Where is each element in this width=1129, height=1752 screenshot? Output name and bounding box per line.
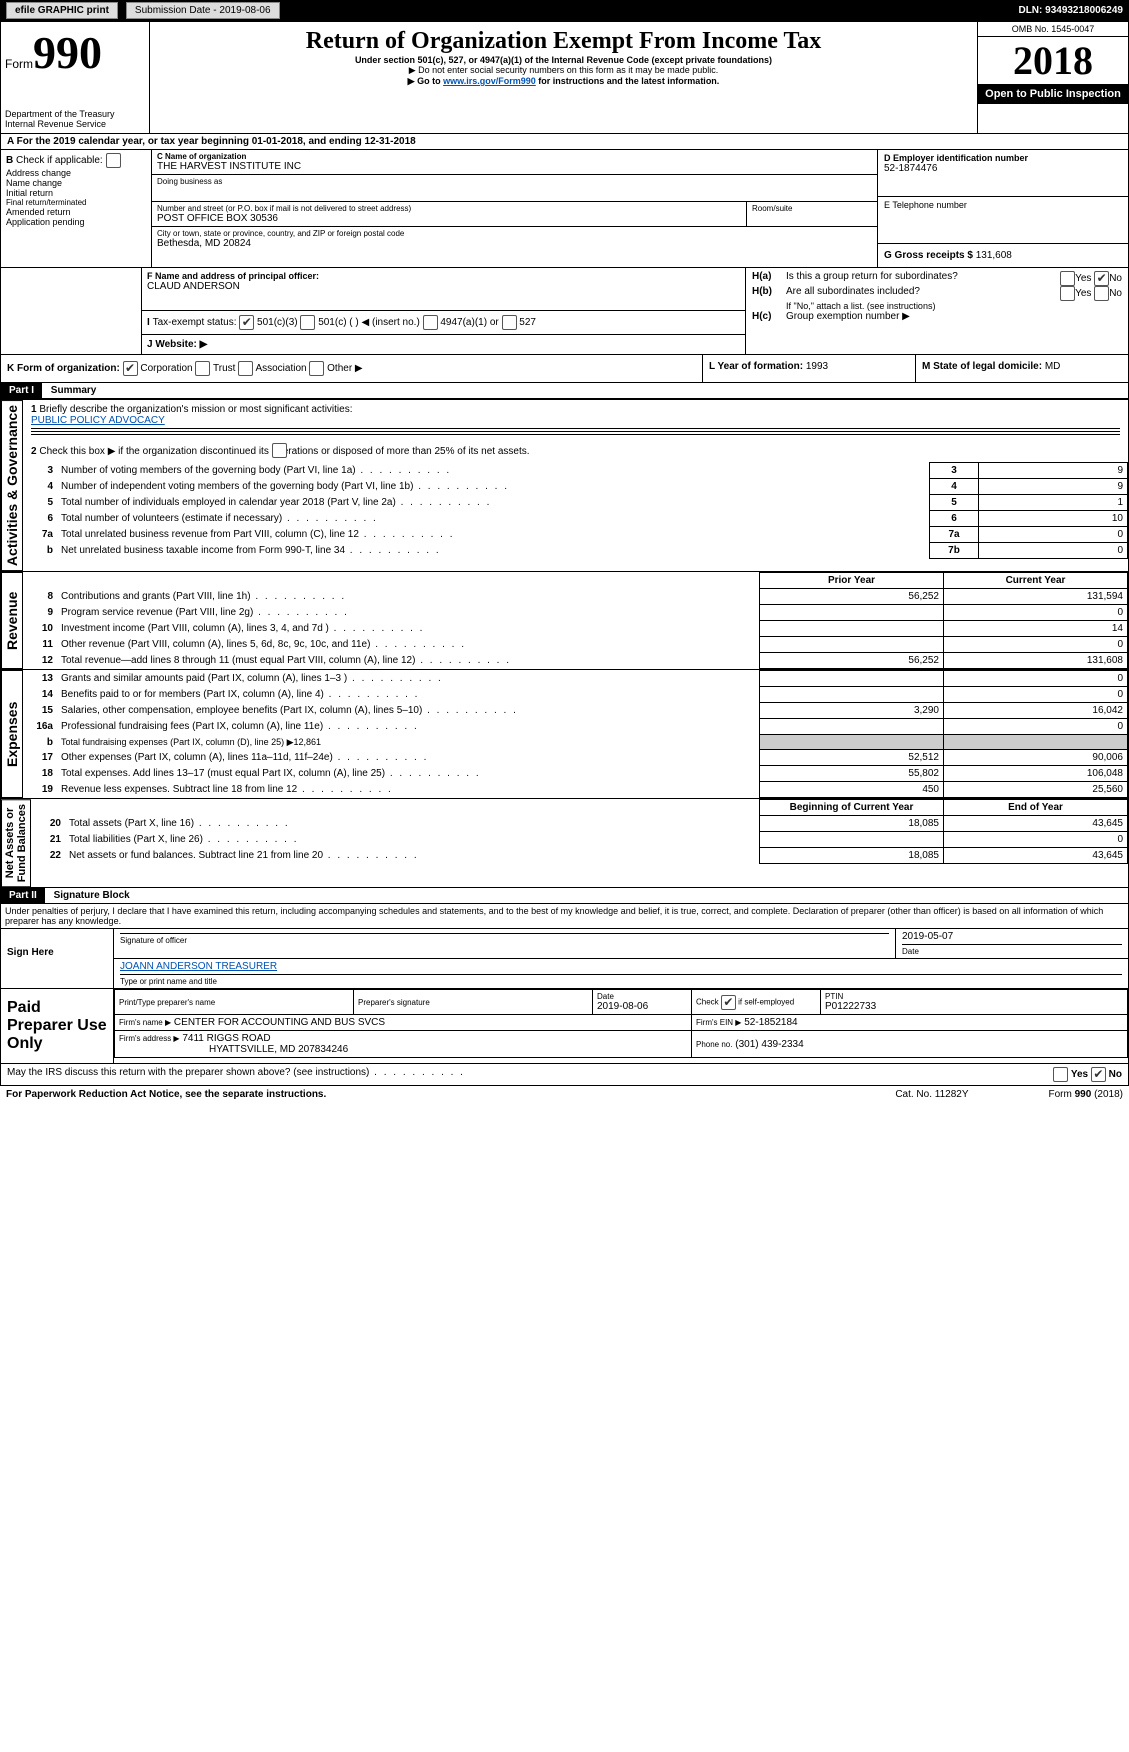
- chk-address[interactable]: [106, 153, 121, 168]
- chk-4947[interactable]: [423, 315, 438, 330]
- opt-initial-return: Initial return: [6, 188, 146, 198]
- paid-preparer-label: Paid Preparer Use Only: [1, 989, 113, 1063]
- box-c: C Name of organization THE HARVEST INSTI…: [152, 150, 877, 175]
- vlabel-net: Net Assets orFund Balances: [1, 799, 31, 887]
- sig-date: 2019-05-07: [902, 931, 1122, 942]
- box-f: F Name and address of principal officer:…: [142, 268, 745, 311]
- table-preparer: Print/Type preparer's name Preparer's si…: [114, 989, 1128, 1058]
- top-bar: efile GRAPHIC print Submission Date - 20…: [0, 0, 1129, 21]
- irs-link[interactable]: www.irs.gov/Form990: [443, 76, 536, 86]
- form-title: Return of Organization Exempt From Incom…: [160, 28, 967, 55]
- ssn-note: ▶ Do not enter social security numbers o…: [160, 65, 967, 76]
- chk-assoc[interactable]: [238, 361, 253, 376]
- firm-name: CENTER FOR ACCOUNTING AND BUS SVCS: [174, 1017, 385, 1028]
- box-i: I Tax-exempt status: 501(c)(3) 501(c) ( …: [142, 311, 745, 335]
- box-b: B Check if applicable: Address change Na…: [1, 150, 152, 267]
- box-h: H(a)Is this a group return for subordina…: [746, 268, 1128, 354]
- box-city: City or town, state or province, country…: [152, 227, 877, 251]
- discuss-row: May the IRS discuss this return with the…: [0, 1064, 1129, 1086]
- opt-final-return: Final return/terminated: [6, 198, 146, 207]
- chk-527[interactable]: [502, 315, 517, 330]
- table-net: Beginning of Current Year End of Year20 …: [31, 799, 1128, 864]
- box-g: G Gross receipts $ 131,608: [878, 244, 1128, 267]
- chk-trust[interactable]: [195, 361, 210, 376]
- officer-name[interactable]: JOANN ANDERSON TREASURER: [120, 961, 277, 972]
- submission-date-button[interactable]: Submission Date - 2019-08-06: [126, 2, 280, 19]
- chk-hb-yes[interactable]: [1060, 286, 1075, 301]
- form-subtitle: Under section 501(c), 527, or 4947(a)(1)…: [160, 55, 967, 65]
- chk-discontinued[interactable]: [272, 443, 287, 458]
- chk-ha-no[interactable]: [1094, 271, 1109, 286]
- box-room: Room/suite: [746, 202, 877, 226]
- efile-button[interactable]: efile GRAPHIC print: [6, 2, 118, 19]
- box-j: J Website: ▶: [142, 335, 745, 354]
- form-title-cell: Return of Organization Exempt From Incom…: [150, 22, 978, 133]
- cat-no: Cat. No. 11282Y: [895, 1089, 968, 1100]
- box-k: K Form of organization: Corporation Trus…: [1, 355, 702, 382]
- box-l: L Year of formation: 1993: [702, 355, 915, 382]
- omb: OMB No. 1545-0047: [978, 22, 1128, 37]
- principal-officer: CLAUD ANDERSON: [147, 281, 740, 292]
- chk-other[interactable]: [309, 361, 324, 376]
- box-dba: Doing business as: [152, 175, 877, 202]
- dept-label: Department of the Treasury Internal Reve…: [5, 109, 145, 129]
- chk-corp[interactable]: [123, 361, 138, 376]
- ein: 52-1874476: [884, 163, 1122, 174]
- table-revenue: Prior Year Current Year8 Contributions a…: [23, 572, 1128, 669]
- firm-addr: 7411 RIGGS ROAD: [182, 1033, 270, 1044]
- part2-title: Signature Block: [54, 890, 130, 901]
- sign-here-label: Sign Here: [1, 929, 113, 988]
- chk-discuss-yes[interactable]: [1053, 1067, 1068, 1082]
- tax-year: 2018: [978, 37, 1128, 84]
- street: POST OFFICE BOX 30536: [157, 213, 741, 224]
- opt-amended: Amended return: [6, 207, 146, 217]
- org-name: THE HARVEST INSTITUTE INC: [157, 161, 872, 172]
- open-public: Open to Public Inspection: [978, 84, 1128, 104]
- pra-notice: For Paperwork Reduction Act Notice, see …: [6, 1089, 326, 1100]
- perjury: Under penalties of perjury, I declare th…: [0, 904, 1129, 929]
- opt-address-change: Address change: [6, 168, 146, 178]
- firm-phone: (301) 439-2334: [735, 1039, 803, 1050]
- city: Bethesda, MD 20824: [157, 238, 872, 249]
- part1-label: Part I: [1, 383, 42, 398]
- mission-link[interactable]: PUBLIC POLICY ADVOCACY: [31, 415, 165, 426]
- ptin: P01222733: [825, 1001, 1123, 1012]
- box-m: M State of legal domicile: MD: [915, 355, 1128, 382]
- opt-name-change: Name change: [6, 178, 146, 188]
- vlabel-revenue: Revenue: [1, 572, 23, 669]
- box-street: Number and street (or P.O. box if mail i…: [152, 202, 746, 226]
- box-d: D Employer identification number 52-1874…: [878, 150, 1128, 197]
- opt-pending: Application pending: [6, 217, 146, 227]
- chk-501c3[interactable]: [239, 315, 254, 330]
- form-id-cell: Form990 Department of the Treasury Inter…: [1, 22, 150, 133]
- chk-self-employed[interactable]: [721, 995, 736, 1010]
- box-e: E Telephone number: [878, 197, 1128, 244]
- line-a: A For the 2019 calendar year, or tax yea…: [0, 134, 1129, 150]
- goto-note: ▶ Go to www.irs.gov/Form990 for instruct…: [160, 76, 967, 87]
- chk-501c[interactable]: [300, 315, 315, 330]
- dln: DLN: 93493218006249: [1018, 5, 1123, 16]
- table-governance: 3 Number of voting members of the govern…: [23, 462, 1128, 559]
- vlabel-expenses: Expenses: [1, 670, 23, 798]
- firm-ein: 52-1852184: [744, 1017, 797, 1028]
- part2-label: Part II: [1, 888, 45, 903]
- chk-ha-yes[interactable]: [1060, 271, 1075, 286]
- part1-title: Summary: [51, 385, 97, 396]
- form-footer: Form 990 (2018): [1049, 1089, 1123, 1100]
- chk-discuss-no[interactable]: [1091, 1067, 1106, 1082]
- vlabel-activities: Activities & Governance: [1, 400, 23, 571]
- table-expenses: 13 Grants and similar amounts paid (Part…: [23, 670, 1128, 798]
- year-cell: OMB No. 1545-0047 2018 Open to Public In…: [978, 22, 1128, 133]
- gross-receipts: 131,608: [976, 250, 1012, 261]
- chk-hb-no[interactable]: [1094, 286, 1109, 301]
